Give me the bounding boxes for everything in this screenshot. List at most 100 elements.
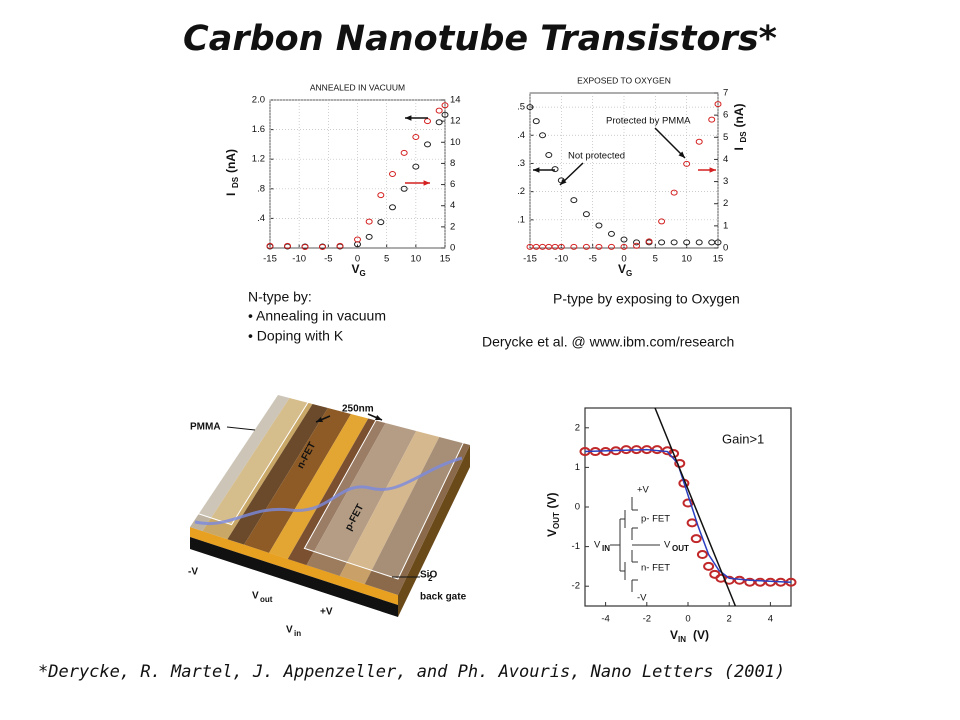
- slide-title: Carbon Nanotube Transistors*: [183, 19, 777, 59]
- data-point: [377, 219, 385, 226]
- data-point: [645, 238, 653, 245]
- data-point: [570, 197, 578, 204]
- x-tick-label: -4: [601, 614, 609, 625]
- y2-tick-label: 0: [723, 243, 728, 254]
- annotation: Not protected: [568, 151, 625, 162]
- data-point: [744, 577, 756, 587]
- data-point: [696, 550, 708, 560]
- data-point: [703, 561, 715, 571]
- inset-label: -V: [637, 593, 647, 604]
- device-label: +V: [320, 607, 333, 618]
- data-point: [582, 211, 590, 218]
- x-tick-label: 5: [384, 254, 389, 265]
- x-tick-label: 0: [685, 614, 690, 625]
- data-point: [633, 239, 641, 246]
- device-label: in: [294, 629, 301, 638]
- y2-tick-label: 6: [450, 179, 455, 190]
- x-tick-label: 0: [355, 254, 360, 265]
- y-tick-label: -1: [572, 541, 580, 552]
- device-label: out: [260, 595, 273, 604]
- inset-label: n- FET: [641, 563, 670, 574]
- axis-label-part: (V): [693, 628, 709, 642]
- chart-title: ANNEALED IN VACUUM: [310, 82, 405, 92]
- arrow-head: [405, 115, 412, 121]
- y-tick-label: 1.6: [252, 124, 265, 135]
- data-point: [658, 239, 666, 246]
- annotation: Protected by PMMA: [606, 116, 691, 127]
- data-point: [607, 243, 615, 250]
- data-point: [582, 243, 590, 250]
- data-point: [708, 239, 716, 246]
- data-point: [400, 185, 408, 192]
- y2-tick-label: 14: [450, 95, 461, 106]
- x-tick-label: 15: [440, 254, 451, 265]
- series-line: [584, 448, 792, 583]
- data-point: [658, 218, 666, 225]
- axis-label-part: DS: [231, 176, 240, 188]
- stripe: [364, 437, 470, 595]
- y2-tick-label: 2: [723, 198, 728, 209]
- data-point: [557, 243, 565, 250]
- stripe: [202, 398, 313, 540]
- axis-label-part: I: [224, 193, 238, 196]
- device-label: PMMA: [190, 422, 221, 433]
- axis-label: V IN (V): [670, 628, 709, 644]
- data-point: [607, 230, 615, 237]
- y-tick-label: .5: [517, 102, 525, 113]
- data-point: [424, 118, 431, 125]
- y2-tick-label: 3: [723, 176, 728, 187]
- axis-label: I DS (nA): [224, 149, 240, 196]
- data-point: [435, 119, 443, 126]
- y-tick-label: 2: [575, 422, 580, 433]
- data-point: [532, 243, 540, 250]
- device-label: 250nm: [342, 404, 374, 415]
- caption: P-type by exposing to Oxygen: [553, 291, 740, 307]
- leader: [226, 426, 256, 431]
- data-point: [551, 166, 559, 173]
- stripe: [227, 404, 328, 545]
- x-tick-label: 0: [621, 254, 626, 265]
- substrate-side: [398, 445, 470, 617]
- axis-label-part: V: [352, 262, 360, 276]
- device-label: SiO: [420, 570, 437, 581]
- data-point: [389, 204, 396, 211]
- data-point: [670, 189, 678, 196]
- y-tick-label: .1: [517, 214, 525, 225]
- data-point: [545, 152, 553, 158]
- y2-tick-label: 4: [723, 154, 728, 165]
- arrow-head: [423, 180, 430, 186]
- pmma-layer: [303, 405, 471, 580]
- axis-label-part: IN: [678, 635, 686, 644]
- schematic: [610, 497, 660, 592]
- data-point: [595, 243, 603, 250]
- stripe: [244, 408, 351, 553]
- data-point: [551, 243, 559, 250]
- x-tick-label: -15: [263, 254, 277, 265]
- axis-label-part: I: [732, 147, 746, 150]
- y-tick-label: 1: [575, 462, 580, 473]
- data-point: [365, 233, 373, 240]
- data-point: [714, 101, 722, 108]
- axis-label: I DS (nA): [732, 104, 748, 151]
- device-label: -V: [188, 567, 198, 578]
- data-point: [545, 243, 553, 250]
- data-point: [670, 239, 678, 246]
- x-tick-label: 10: [411, 254, 422, 265]
- stripe: [339, 431, 440, 585]
- axis-label-part: V: [594, 540, 601, 551]
- data-point: [686, 518, 698, 528]
- data-point: [412, 163, 420, 170]
- data-point: [412, 134, 420, 140]
- axis-label-part: (V): [545, 493, 559, 509]
- y2-tick-label: 4: [450, 200, 455, 211]
- data-point: [682, 498, 694, 508]
- axis-label-part: OUT: [552, 512, 561, 529]
- data-point: [754, 577, 766, 587]
- y-tick-label: .2: [517, 186, 525, 197]
- axis-label-part: V: [618, 262, 626, 276]
